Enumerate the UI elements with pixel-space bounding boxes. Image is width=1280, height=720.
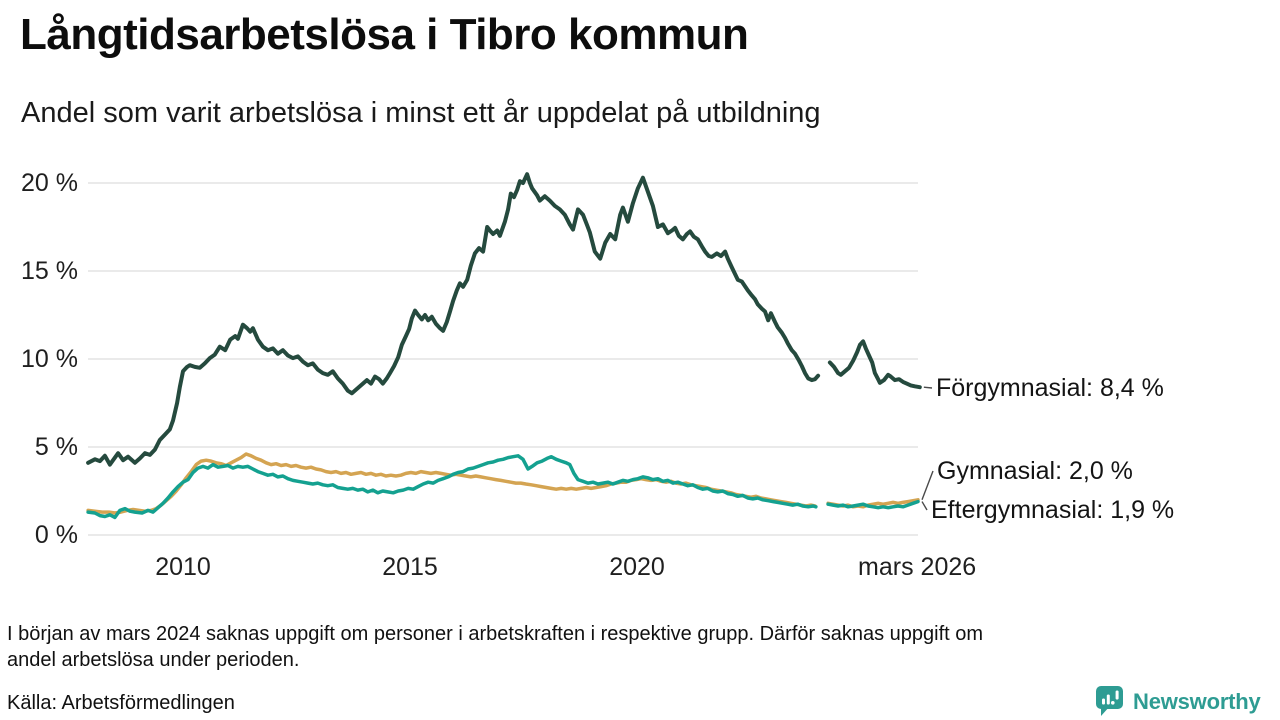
label-connector-gymnasial xyxy=(921,470,934,501)
source-label: Källa: Arbetsförmedlingen xyxy=(7,692,235,714)
newsworthy-logo-text: Newsworthy xyxy=(1133,688,1261,714)
label-connector-eftergymnasial xyxy=(921,501,928,511)
series-line-forgymnasial xyxy=(827,339,922,390)
series-line-forgymnasial xyxy=(86,172,821,467)
chart-title: Långtidsarbetslösa i Tibro kommun xyxy=(20,10,749,59)
label-connector-forgymnasial xyxy=(923,386,933,389)
newsworthy-logo: Newsworthy xyxy=(1096,686,1261,717)
newsworthy-icon xyxy=(1096,686,1123,716)
series-line-gymnasial xyxy=(86,452,817,515)
chart-subtitle: Andel som varit arbetslösa i minst ett å… xyxy=(21,97,821,129)
series-line-eftergymnasial xyxy=(86,454,818,520)
series-line-eftergymnasial xyxy=(826,499,920,510)
footnote: I början av mars 2024 saknas uppgift om … xyxy=(7,623,984,671)
